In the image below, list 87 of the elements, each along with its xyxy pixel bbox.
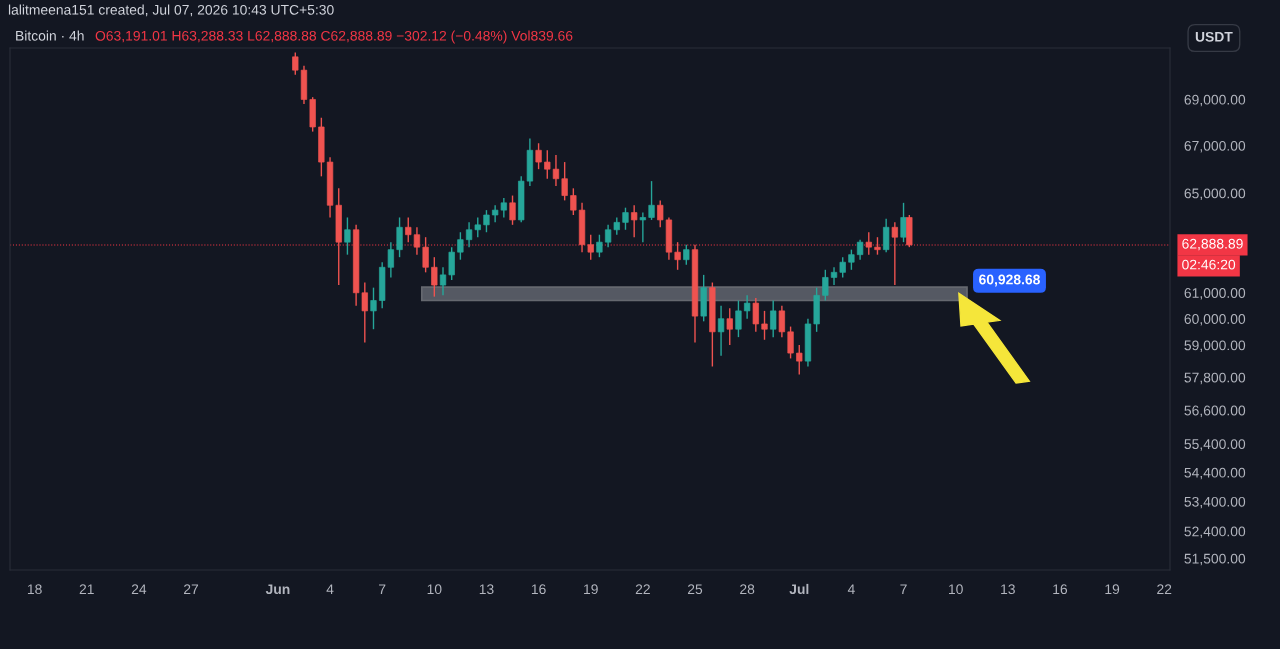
candlestick <box>744 294 751 320</box>
candlestick <box>587 234 594 261</box>
candlestick <box>674 241 681 271</box>
candlestick <box>370 286 377 330</box>
text: 02:46:20 <box>1182 259 1236 270</box>
x-tick-label: 24 <box>131 584 147 594</box>
candlestick <box>683 243 690 266</box>
candlestick <box>509 194 516 226</box>
y-axis-title: USDT <box>1195 31 1233 42</box>
x-tick-label: 16 <box>531 584 546 595</box>
candlestick <box>570 187 577 216</box>
band-label: 60,928.68 <box>979 274 1040 287</box>
candlestick <box>839 256 846 279</box>
y-tick-label: 55,400.00 <box>1184 439 1246 451</box>
candlestick <box>848 248 855 271</box>
x-tick-label: 19 <box>584 584 598 595</box>
y-tick-label: 54,400.00 <box>1184 467 1246 480</box>
y-tick-label: 51,500.00 <box>1184 553 1246 566</box>
x-tick-label: 10 <box>949 584 963 595</box>
candlestick <box>396 216 403 258</box>
y-tick-label: 56,600.00 <box>1184 405 1246 418</box>
x-tick-label: 7 <box>900 584 907 594</box>
candlestick <box>900 202 907 243</box>
text: lalitmeena151 created, Jul 07, 2026 10:43 UTC+5:30 <box>8 4 334 17</box>
candlestick <box>457 231 464 261</box>
candlestick <box>483 209 490 233</box>
candlestick <box>726 307 733 346</box>
x-tick-label: 19 <box>1105 584 1120 595</box>
candlestick <box>405 216 412 243</box>
candlestick <box>439 266 447 297</box>
y-tick-label: 57,800.00 <box>1184 372 1246 385</box>
x-tick-label: 22 <box>635 584 650 594</box>
candlestick <box>561 161 568 202</box>
x-tick-label: 25 <box>687 584 703 595</box>
candlestick <box>787 325 794 360</box>
candlestick <box>631 204 638 238</box>
chart-title: Bitcoin · 4h <box>16 30 84 41</box>
candlestick <box>344 216 351 256</box>
x-tick-label: 21 <box>79 584 94 594</box>
candlestick <box>761 310 768 341</box>
candlestick <box>883 217 890 253</box>
candlestick <box>770 299 777 338</box>
candlestick <box>431 256 438 298</box>
candlestick <box>796 344 803 376</box>
x-tick-label: 7 <box>379 584 386 594</box>
candlestick <box>648 180 655 221</box>
candlestick <box>544 149 551 180</box>
candlestick <box>448 246 455 281</box>
candlestick <box>778 304 786 338</box>
x-tick-label: 4 <box>326 584 334 594</box>
candlestick <box>822 269 829 302</box>
y-tick-label: 59,000.00 <box>1184 340 1246 352</box>
candlestick <box>535 142 542 170</box>
x-tick-label: 28 <box>740 584 755 595</box>
x-tick-label: Jun <box>265 584 290 595</box>
y-tick-label: 65,000.00 <box>1184 188 1246 200</box>
y-tick-label: 52,400.00 <box>1184 526 1246 539</box>
x-tick-label: 18 <box>27 584 42 595</box>
candlestick <box>622 206 629 231</box>
text: O63,191.01 H63,288.33 L62,888.88 C62,888.89 −302.12 (−0.48%) Vol839.66 <box>95 30 573 44</box>
candlestick <box>596 234 603 258</box>
x-tick-label: 13 <box>479 584 494 595</box>
y-tick-label: 60,000.00 <box>1184 314 1246 326</box>
y-tick-label: 67,000.00 <box>1184 140 1246 153</box>
candlestick <box>717 304 725 357</box>
x-tick-label: 16 <box>1053 584 1068 595</box>
candlestick <box>856 238 864 261</box>
x-tick-label: 4 <box>847 584 855 594</box>
x-tick-label: 10 <box>427 584 442 595</box>
y-tick-label: 53,400.00 <box>1184 496 1246 509</box>
candlestick <box>413 226 421 256</box>
candlestick <box>292 51 299 76</box>
ref-line-label: 62,888.89 <box>1182 238 1243 251</box>
candlestick <box>735 299 742 338</box>
x-tick-label: 27 <box>184 584 199 594</box>
candlestick <box>639 211 646 243</box>
x-tick-label: 13 <box>1001 584 1015 595</box>
candlestick <box>422 236 429 274</box>
x-tick-label: 22 <box>1157 584 1172 594</box>
y-tick-label: 61,000.00 <box>1184 288 1246 300</box>
candlestick <box>752 297 759 333</box>
candlestick <box>830 266 838 286</box>
candlestick <box>865 231 872 256</box>
candlestick <box>891 221 898 286</box>
candlestick <box>552 154 560 187</box>
x-tick-label: Jul <box>789 583 809 595</box>
y-tick-label: 69,000.00 <box>1184 94 1246 107</box>
